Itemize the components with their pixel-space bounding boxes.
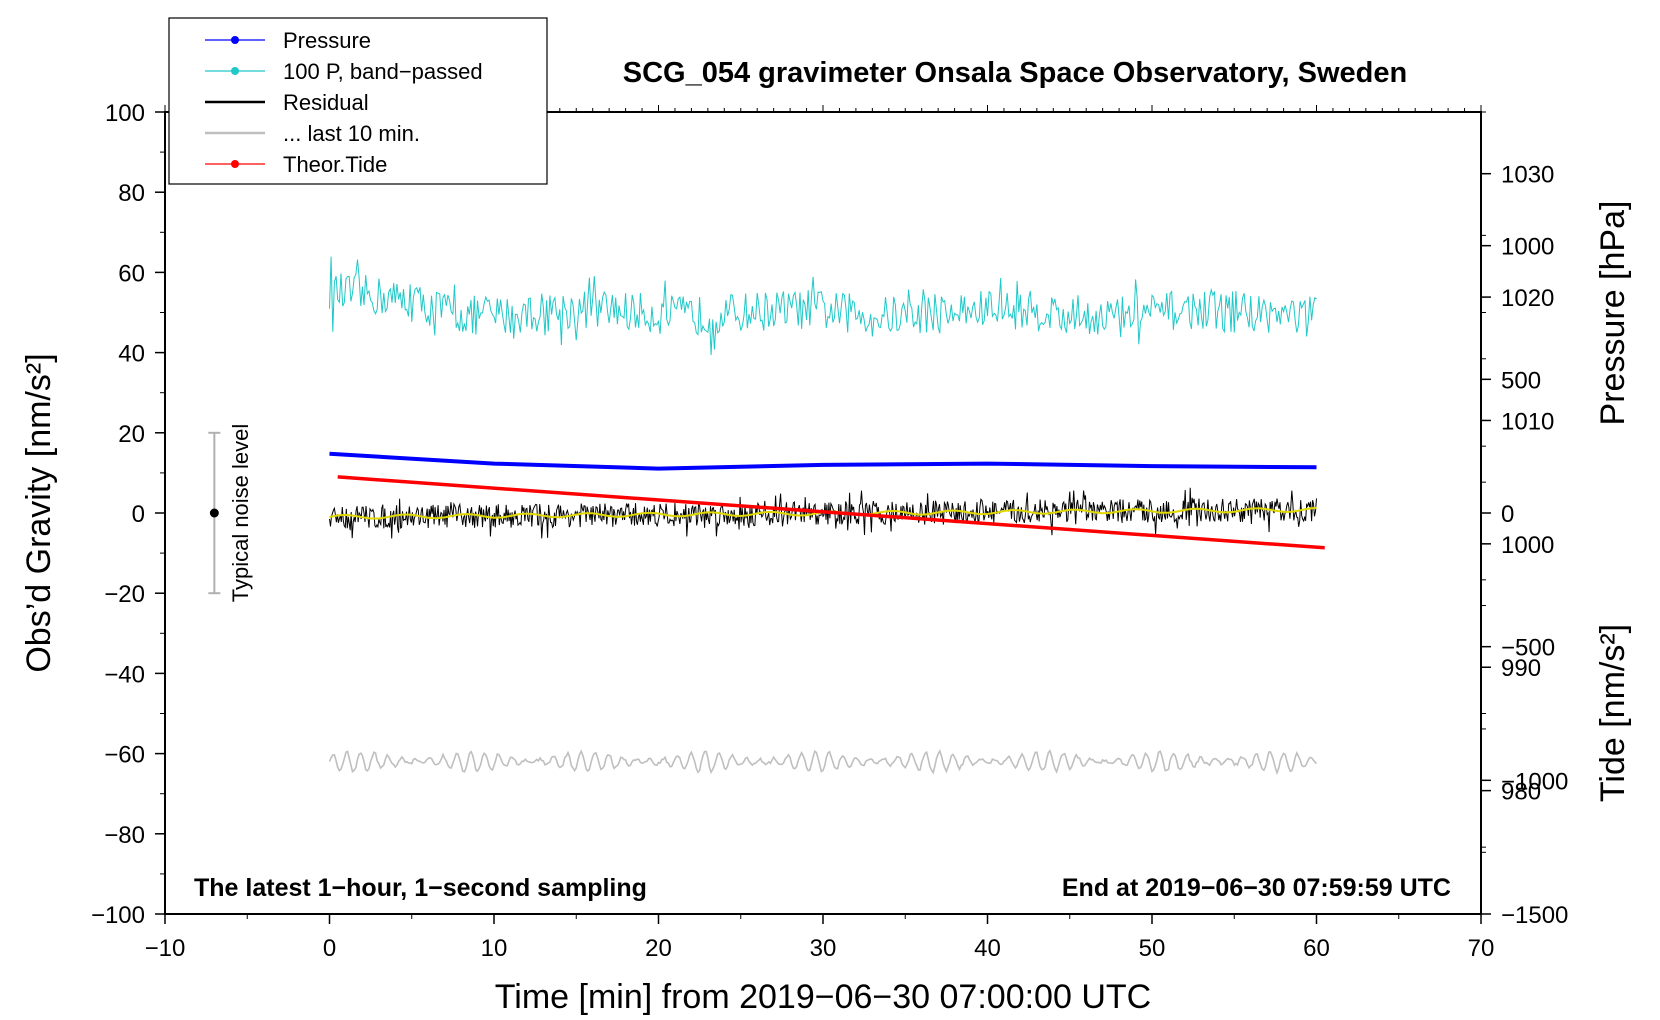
tide-tick-label: 0 [1501,501,1514,528]
x-tick-label: 70 [1468,935,1495,962]
x-tick-label: 60 [1303,935,1330,962]
pressure-line [329,451,1317,471]
noise-bar-label: Typical noise level [228,424,253,603]
legend-marker [231,36,239,44]
pressure-tick-label: 1020 [1501,285,1554,312]
legend-label: ... last 10 min. [283,121,420,146]
pressure-tick-label: 1010 [1501,408,1554,435]
tide-line [337,475,1325,550]
y-axis-tide-title: Tide [nm/s²] [1594,624,1632,802]
y-tick-label: 100 [105,100,145,127]
x-tick-label: 20 [645,935,672,962]
y-tick-label: 0 [132,501,145,528]
legend-label: Pressure [283,28,371,53]
y-tick-label: −20 [104,581,145,608]
x-tick-label: 30 [810,935,837,962]
x-tick-label: 10 [481,935,508,962]
x-tick-label: 50 [1139,935,1166,962]
tide-tick-label: −1500 [1501,902,1568,929]
x-tick-label: 0 [323,935,336,962]
pressure-tick-label: 1000 [1501,532,1554,559]
legend-marker [231,160,239,168]
series-layer [328,256,1325,776]
y-axis-pressure-title: Pressure [hPa] [1594,201,1632,426]
last-10-min-line [328,749,1318,776]
y-tick-label: 40 [118,341,145,368]
pressure-tick-label: 1030 [1501,162,1554,189]
tide-tick-label: −1000 [1501,768,1568,795]
y-tick-label: 80 [118,180,145,207]
legend-marker [231,67,239,75]
x-tick-label: −10 [145,935,186,962]
tide-tick-label: 1000 [1501,234,1554,261]
band-passed-pressure-line [329,256,1317,356]
pressure-tick-label: 980 [1501,779,1541,806]
y-tick-label: −100 [91,902,145,929]
y-tick-label: −40 [104,661,145,688]
legend: Pressure 100 P, band−passed Residual ... la… [168,17,548,185]
y-tick-label: −60 [104,742,145,769]
legend-label: Residual [283,90,369,115]
legend-label: Theor.Tide [283,152,387,177]
tide-tick-label: 500 [1501,367,1541,394]
y-axis-pressure: 980 990 1000 1010 1020 1030 [1481,111,1554,915]
x-axis-title: Time [min] from 2019−06−30 07:00:00 UTC [495,978,1151,1016]
y-axis-left-title: Obs’d Gravity [nm/s²] [20,353,58,672]
pressure-tick-label: 990 [1501,655,1541,682]
y-axis-left: −100 −80 −60 −40 −20 0 20 40 60 80 100 [91,100,165,929]
y-tick-label: 20 [118,421,145,448]
chart-title: SCG_054 gravimeter Onsala Space Observat… [623,57,1407,89]
x-axis: −10 0 10 20 30 40 50 60 70 [145,105,1495,962]
y-tick-label: 60 [118,260,145,287]
left-annotation: The latest 1−hour, 1−second sampling [194,874,647,902]
y-tick-label: −80 [104,822,145,849]
noise-bar-center-dot [209,508,219,518]
y-axis-tide: −1500 −1000 −500 0 500 1000 [1481,234,1568,929]
legend-label: 100 P, band−passed [283,59,483,84]
right-annotation: End at 2019−06−30 07:59:59 UTC [1062,874,1451,902]
tide-tick-label: −500 [1501,635,1555,662]
x-tick-label: 40 [974,935,1001,962]
noise-bar [208,431,221,595]
